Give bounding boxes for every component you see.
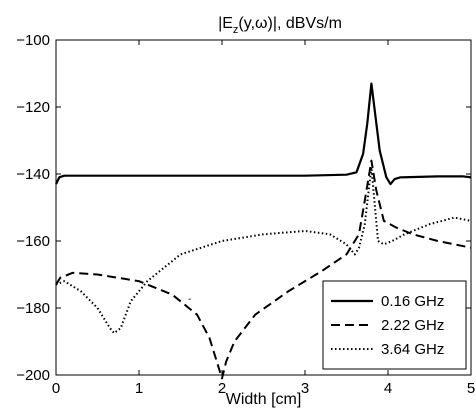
y-tick-label: −180: [16, 300, 50, 317]
axis-ticks: 0 1 2 3 4 5 −100 −120 −140 −160 −180 −200: [16, 32, 475, 397]
plot-area: [55, 39, 472, 376]
legend: 0.16 GHz 2.22 GHz 3.64 GHz: [322, 280, 467, 370]
legend-label: 0.16 GHz: [381, 293, 444, 310]
y-tick-label: −120: [16, 99, 50, 116]
y-tick-label: −200: [16, 367, 50, 384]
stray-mark: -: [188, 294, 191, 305]
x-tick-label: 3: [301, 380, 309, 397]
chart-title-subscript: z: [233, 24, 239, 36]
legend-label: 3.64 GHz: [381, 341, 444, 358]
series-line: [55, 159, 472, 380]
x-tick-label: 1: [135, 380, 143, 397]
chart-title: |Ez(y,ω)|, dBVs/m: [218, 15, 342, 36]
series-line: [55, 166, 472, 335]
series-lines: [55, 82, 472, 380]
y-tick-label: −160: [16, 233, 50, 250]
chart-title-part: (y,ω)|, dBVs/m: [238, 15, 341, 32]
chart-title-part: |E: [218, 15, 233, 32]
x-tick-label: 4: [384, 380, 392, 397]
legend-label: 2.22 GHz: [381, 317, 444, 334]
y-tick-label: −140: [16, 166, 50, 183]
x-tick-label: 2: [218, 380, 226, 397]
y-tick-label: −100: [16, 32, 50, 49]
x-axis-label: Width [cm]: [226, 391, 302, 408]
x-tick-label: 0: [52, 380, 60, 397]
series-line: [55, 82, 472, 186]
x-tick-label: 5: [467, 380, 475, 397]
